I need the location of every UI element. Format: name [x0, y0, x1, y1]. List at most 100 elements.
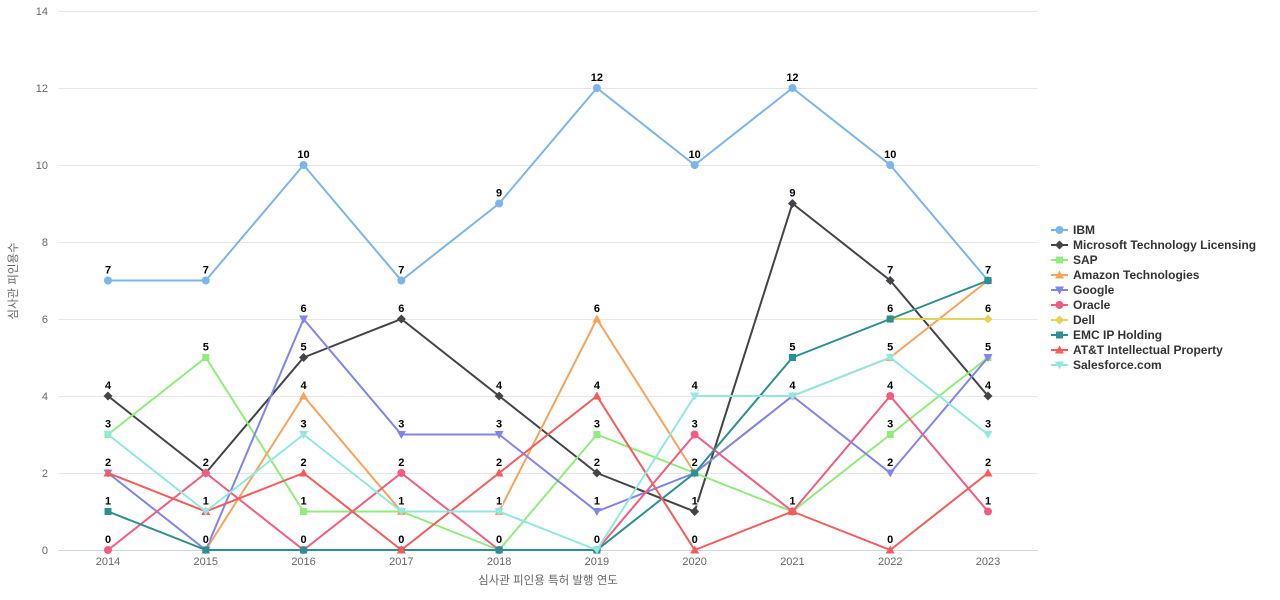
legend-item-oracle[interactable]: Oracle: [1051, 297, 1256, 312]
series-line-google[interactable]: [107, 318, 989, 551]
data-point-emc-ip-holding-2018[interactable]: [495, 546, 503, 554]
data-point-sap-2015[interactable]: [202, 354, 210, 361]
data-point-google-2018[interactable]: [494, 431, 504, 439]
data-point-microsoft-technology-licensing-2016[interactable]: [299, 353, 309, 362]
data-point-ibm-2015[interactable]: [201, 276, 210, 285]
data-label-microsoft-technology-licensing-2020: 1: [692, 496, 698, 508]
data-point-microsoft-technology-licensing-2014[interactable]: [103, 391, 113, 401]
data-label-at-t-intellectual-property-2014: 2: [105, 457, 111, 469]
data-point-microsoft-technology-licensing-2023[interactable]: [983, 391, 993, 401]
legend-item-google[interactable]: Google: [1051, 282, 1256, 297]
legend-item-amazon-technologies[interactable]: Amazon Technologies: [1051, 267, 1256, 282]
data-label-microsoft-technology-licensing-2014: 4: [105, 380, 112, 392]
data-point-ibm-2022[interactable]: [886, 161, 895, 169]
y-tick-8: 8: [42, 237, 48, 249]
data-point-salesforce-com-2015[interactable]: [201, 508, 211, 516]
series-line-ibm[interactable]: [107, 87, 989, 282]
data-point-microsoft-technology-licensing-2017[interactable]: [396, 314, 406, 324]
data-point-at-t-intellectual-property-2019[interactable]: [592, 391, 602, 400]
data-point-emc-ip-holding-2023[interactable]: [984, 277, 992, 284]
data-point-emc-ip-holding-2014[interactable]: [104, 508, 112, 515]
data-point-oracle-2023[interactable]: [984, 507, 992, 516]
data-point-microsoft-technology-licensing-2019[interactable]: [592, 468, 602, 478]
legend-item-microsoft-technology-licensing[interactable]: Microsoft Technology Licensing: [1051, 237, 1256, 252]
data-point-salesforce-com-2018[interactable]: [494, 508, 504, 516]
data-point-emc-ip-holding-2020[interactable]: [691, 469, 699, 477]
data-point-emc-ip-holding-2015[interactable]: [202, 546, 210, 554]
data-point-emc-ip-holding-2021[interactable]: [788, 354, 796, 361]
data-point-at-t-intellectual-property-2021[interactable]: [787, 507, 797, 515]
data-point-salesforce-com-2017[interactable]: [396, 508, 406, 516]
data-point-oracle-2014[interactable]: [104, 546, 112, 554]
data-point-microsoft-technology-licensing-2020[interactable]: [690, 507, 700, 516]
series-layer: [103, 84, 993, 555]
data-point-microsoft-technology-licensing-2021[interactable]: [787, 199, 797, 208]
data-point-salesforce-com-2020[interactable]: [690, 392, 700, 401]
data-point-amazon-technologies-2016[interactable]: [299, 391, 309, 400]
data-point-google-2023[interactable]: [983, 354, 993, 362]
data-point-microsoft-technology-licensing-2018[interactable]: [494, 391, 504, 401]
data-point-salesforce-com-2019[interactable]: [592, 546, 602, 555]
data-point-sap-2016[interactable]: [300, 508, 308, 515]
data-point-ibm-2017[interactable]: [397, 276, 406, 285]
series-line-sap[interactable]: [107, 356, 989, 551]
legend-item-sap[interactable]: SAP: [1051, 252, 1256, 267]
legend-item-at-t-intellectual-property[interactable]: AT&T Intellectual Property: [1051, 342, 1256, 357]
data-label-emc-ip-holding-2023: 7: [985, 265, 991, 277]
data-label-oracle-2020: 3: [692, 419, 698, 431]
data-label-google-2023: 5: [985, 342, 991, 354]
data-point-google-2019[interactable]: [592, 508, 602, 516]
legend-item-dell[interactable]: Dell: [1051, 312, 1256, 327]
data-label-sap-2020: 2: [692, 457, 698, 469]
data-point-dell-2023[interactable]: [983, 314, 993, 324]
data-point-sap-2019[interactable]: [593, 431, 601, 438]
data-label-salesforce-com-2016: 3: [300, 419, 306, 431]
data-point-at-t-intellectual-property-2022[interactable]: [885, 545, 895, 554]
data-point-ibm-2019[interactable]: [592, 84, 601, 92]
data-point-salesforce-com-2023[interactable]: [983, 431, 993, 439]
data-point-at-t-intellectual-property-2018[interactable]: [494, 468, 504, 477]
data-point-oracle-2017[interactable]: [397, 469, 406, 477]
data-point-ibm-2014[interactable]: [104, 276, 112, 285]
legend-item-emc-ip-holding[interactable]: EMC IP Holding: [1051, 327, 1256, 342]
legend-item-ibm[interactable]: IBM: [1051, 222, 1256, 237]
data-point-salesforce-com-2022[interactable]: [885, 354, 895, 362]
data-point-salesforce-com-2014[interactable]: [103, 431, 113, 439]
data-point-ibm-2021[interactable]: [788, 84, 797, 92]
data-label-sap-2023: 5: [985, 342, 991, 354]
data-point-at-t-intellectual-property-2023[interactable]: [983, 468, 993, 477]
series-line-emc-ip-holding[interactable]: [107, 279, 989, 551]
data-point-emc-ip-holding-2022[interactable]: [886, 315, 894, 323]
data-point-at-t-intellectual-property-2017[interactable]: [396, 545, 406, 554]
data-point-at-t-intellectual-property-2014[interactable]: [103, 468, 113, 477]
data-point-ibm-2018[interactable]: [495, 199, 504, 208]
data-label-oracle-2015: 2: [203, 457, 209, 469]
data-point-salesforce-com-2021[interactable]: [787, 392, 797, 401]
data-point-emc-ip-holding-2016[interactable]: [300, 546, 308, 554]
data-point-salesforce-com-2016[interactable]: [299, 431, 309, 439]
legend-item-salesforce-com[interactable]: Salesforce.com: [1051, 357, 1256, 372]
data-point-oracle-2020[interactable]: [690, 430, 699, 439]
data-point-ibm-2016[interactable]: [299, 161, 308, 169]
data-point-ibm-2020[interactable]: [690, 161, 699, 169]
data-point-sap-2022[interactable]: [886, 431, 894, 438]
series-line-at-t-intellectual-property[interactable]: [107, 395, 989, 551]
data-label-dell-2022: 6: [887, 303, 893, 315]
data-point-amazon-technologies-2019[interactable]: [592, 314, 602, 323]
data-point-google-2022[interactable]: [885, 469, 895, 478]
series-microsoft-technology-licensing: [103, 199, 993, 516]
data-point-microsoft-technology-licensing-2022[interactable]: [885, 276, 895, 285]
series-line-microsoft-technology-licensing[interactable]: [107, 202, 989, 513]
data-point-at-t-intellectual-property-2016[interactable]: [299, 468, 309, 477]
data-point-at-t-intellectual-property-2020[interactable]: [690, 545, 700, 554]
data-label-microsoft-technology-licensing-2017: 6: [398, 303, 404, 315]
legend-marker-shape: [1055, 270, 1064, 278]
data-point-google-2017[interactable]: [396, 431, 406, 439]
data-point-oracle-2022[interactable]: [886, 392, 895, 400]
data-point-google-2016[interactable]: [299, 315, 309, 324]
data-point-oracle-2015[interactable]: [201, 469, 210, 477]
series-line-salesforce-com[interactable]: [107, 356, 989, 551]
data-label-emc-ip-holding-2015: 0: [203, 534, 209, 546]
